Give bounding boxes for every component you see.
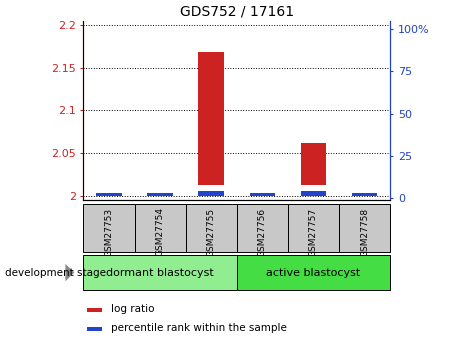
- Bar: [134, 204, 186, 252]
- Bar: [237, 255, 390, 290]
- Text: GSM27758: GSM27758: [360, 207, 369, 257]
- Bar: [198, 52, 224, 185]
- Text: log ratio: log ratio: [111, 304, 155, 314]
- Bar: [87, 308, 102, 312]
- Bar: [288, 204, 339, 252]
- Bar: [339, 204, 390, 252]
- Bar: [147, 193, 173, 196]
- Text: active blastocyst: active blastocyst: [267, 268, 360, 277]
- Bar: [249, 193, 275, 196]
- Text: GSM27755: GSM27755: [207, 207, 216, 257]
- Bar: [96, 193, 122, 196]
- Bar: [186, 204, 237, 252]
- Bar: [301, 143, 326, 185]
- Bar: [83, 204, 134, 252]
- Text: dormant blastocyst: dormant blastocyst: [106, 268, 214, 277]
- Bar: [237, 204, 288, 252]
- Text: GSM27756: GSM27756: [258, 207, 267, 257]
- Bar: [198, 191, 224, 196]
- Bar: [301, 191, 326, 196]
- Bar: [87, 327, 102, 331]
- Bar: [83, 255, 237, 290]
- Text: percentile rank within the sample: percentile rank within the sample: [111, 323, 287, 333]
- Title: GDS752 / 17161: GDS752 / 17161: [179, 4, 294, 18]
- Text: GSM27753: GSM27753: [105, 207, 114, 257]
- Text: GSM27757: GSM27757: [309, 207, 318, 257]
- Text: development stage: development stage: [5, 268, 106, 277]
- Bar: [352, 193, 377, 196]
- Text: GSM27754: GSM27754: [156, 207, 165, 256]
